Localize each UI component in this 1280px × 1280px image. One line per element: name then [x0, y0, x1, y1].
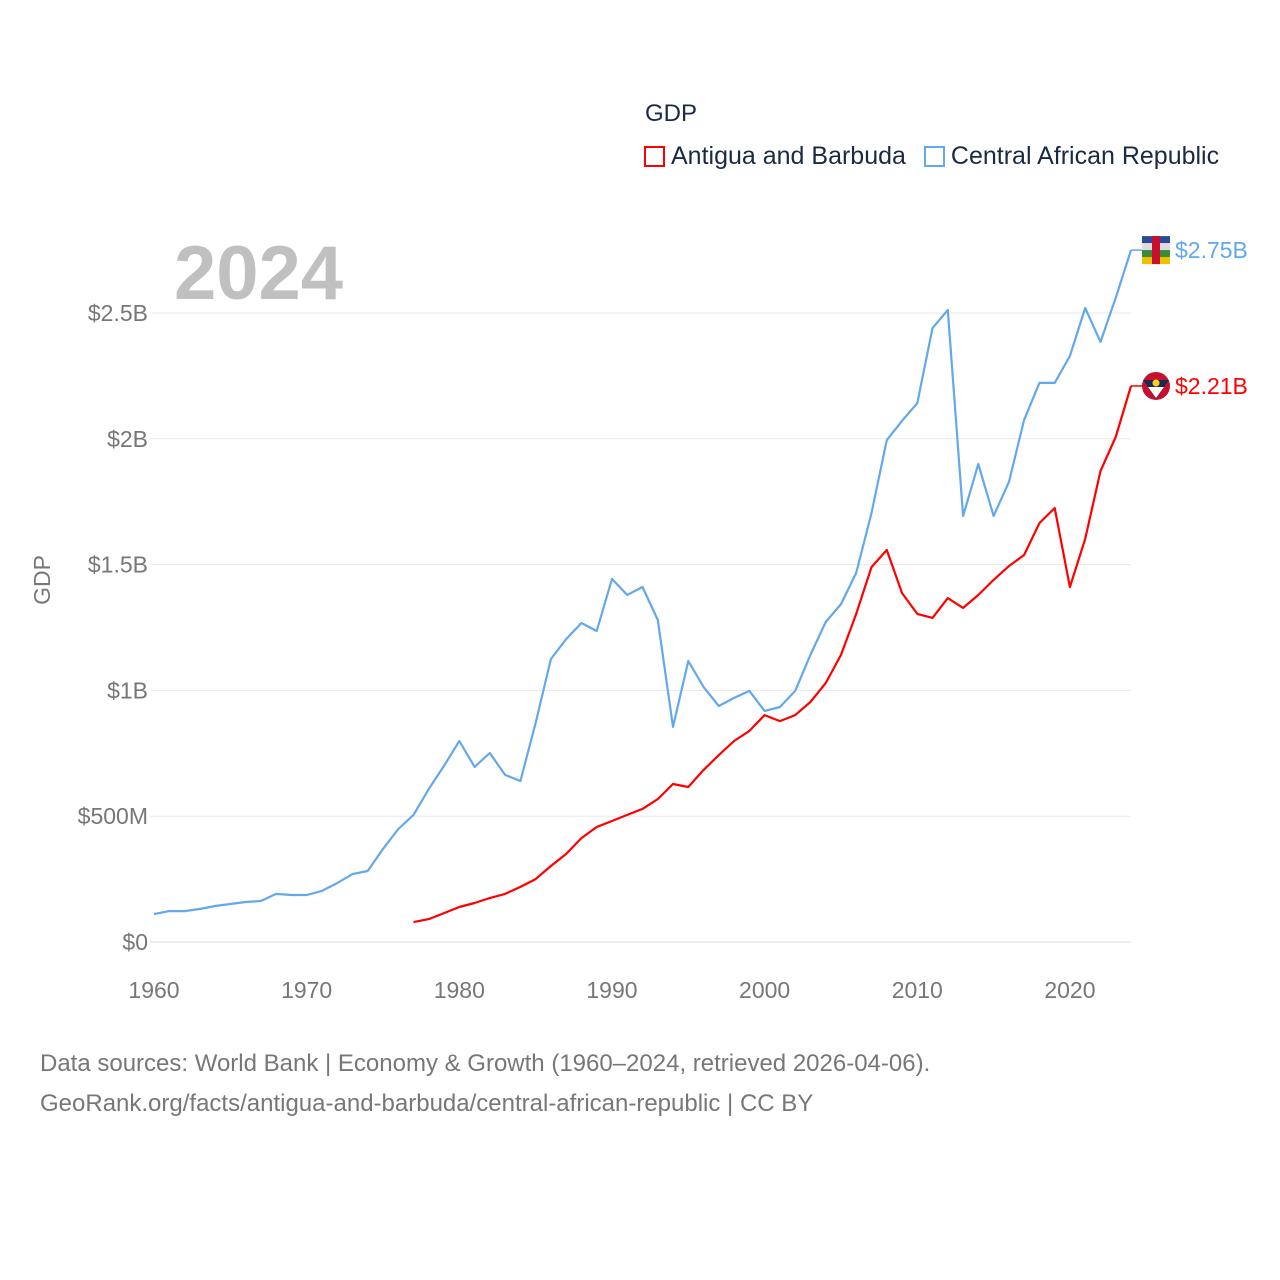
legend-label-car: Central African Republic — [950, 142, 1220, 170]
source-link[interactable]: GeoRank.org/facts/antigua-and-barbuda/ce… — [40, 1090, 814, 1117]
end-value-label: $2.21B — [1175, 373, 1248, 399]
y-tick-label: $500M — [78, 803, 148, 829]
x-tick-label: 1960 — [128, 977, 179, 1003]
x-tick-label: 1990 — [586, 977, 637, 1003]
antigua-flag-icon — [1142, 371, 1170, 400]
x-tick-label: 2000 — [739, 977, 790, 1003]
y-tick-label: $0 — [122, 929, 148, 955]
legend: Antigua and Barbuda Central African Repu… — [644, 142, 1219, 171]
legend-title: GDP — [645, 100, 698, 127]
x-tick-label: 1980 — [434, 977, 485, 1003]
x-tick-label: 2020 — [1044, 977, 1095, 1003]
legend-item-car[interactable]: Central African Republic — [923, 142, 1220, 171]
car-flag-icon — [1142, 236, 1170, 265]
footer: Data sources: World Bank | Economy & Gro… — [40, 1044, 930, 1124]
x-tick-label: 1970 — [281, 977, 332, 1003]
y-tick-label: $1.5B — [88, 552, 148, 578]
legend-swatch-antigua — [644, 146, 665, 167]
y-tick-label: $1B — [107, 677, 148, 703]
y-tick-label: $2.5B — [88, 300, 148, 326]
legend-item-antigua[interactable]: Antigua and Barbuda — [644, 142, 906, 171]
series-line-antigua — [413, 385, 1133, 924]
data-sources-text: Data sources: World Bank | Economy & Gro… — [40, 1050, 931, 1077]
series-line-car — [153, 249, 1133, 916]
legend-swatch-car — [923, 146, 945, 167]
x-tick-label: 2010 — [892, 977, 943, 1003]
y-tick-label: $2B — [107, 426, 148, 452]
year-label: 2024 — [174, 231, 344, 316]
legend-label-antigua: Antigua and Barbuda — [671, 142, 906, 170]
y-axis-label: GDP — [29, 555, 55, 605]
end-value-label: $2.75B — [1175, 237, 1248, 263]
